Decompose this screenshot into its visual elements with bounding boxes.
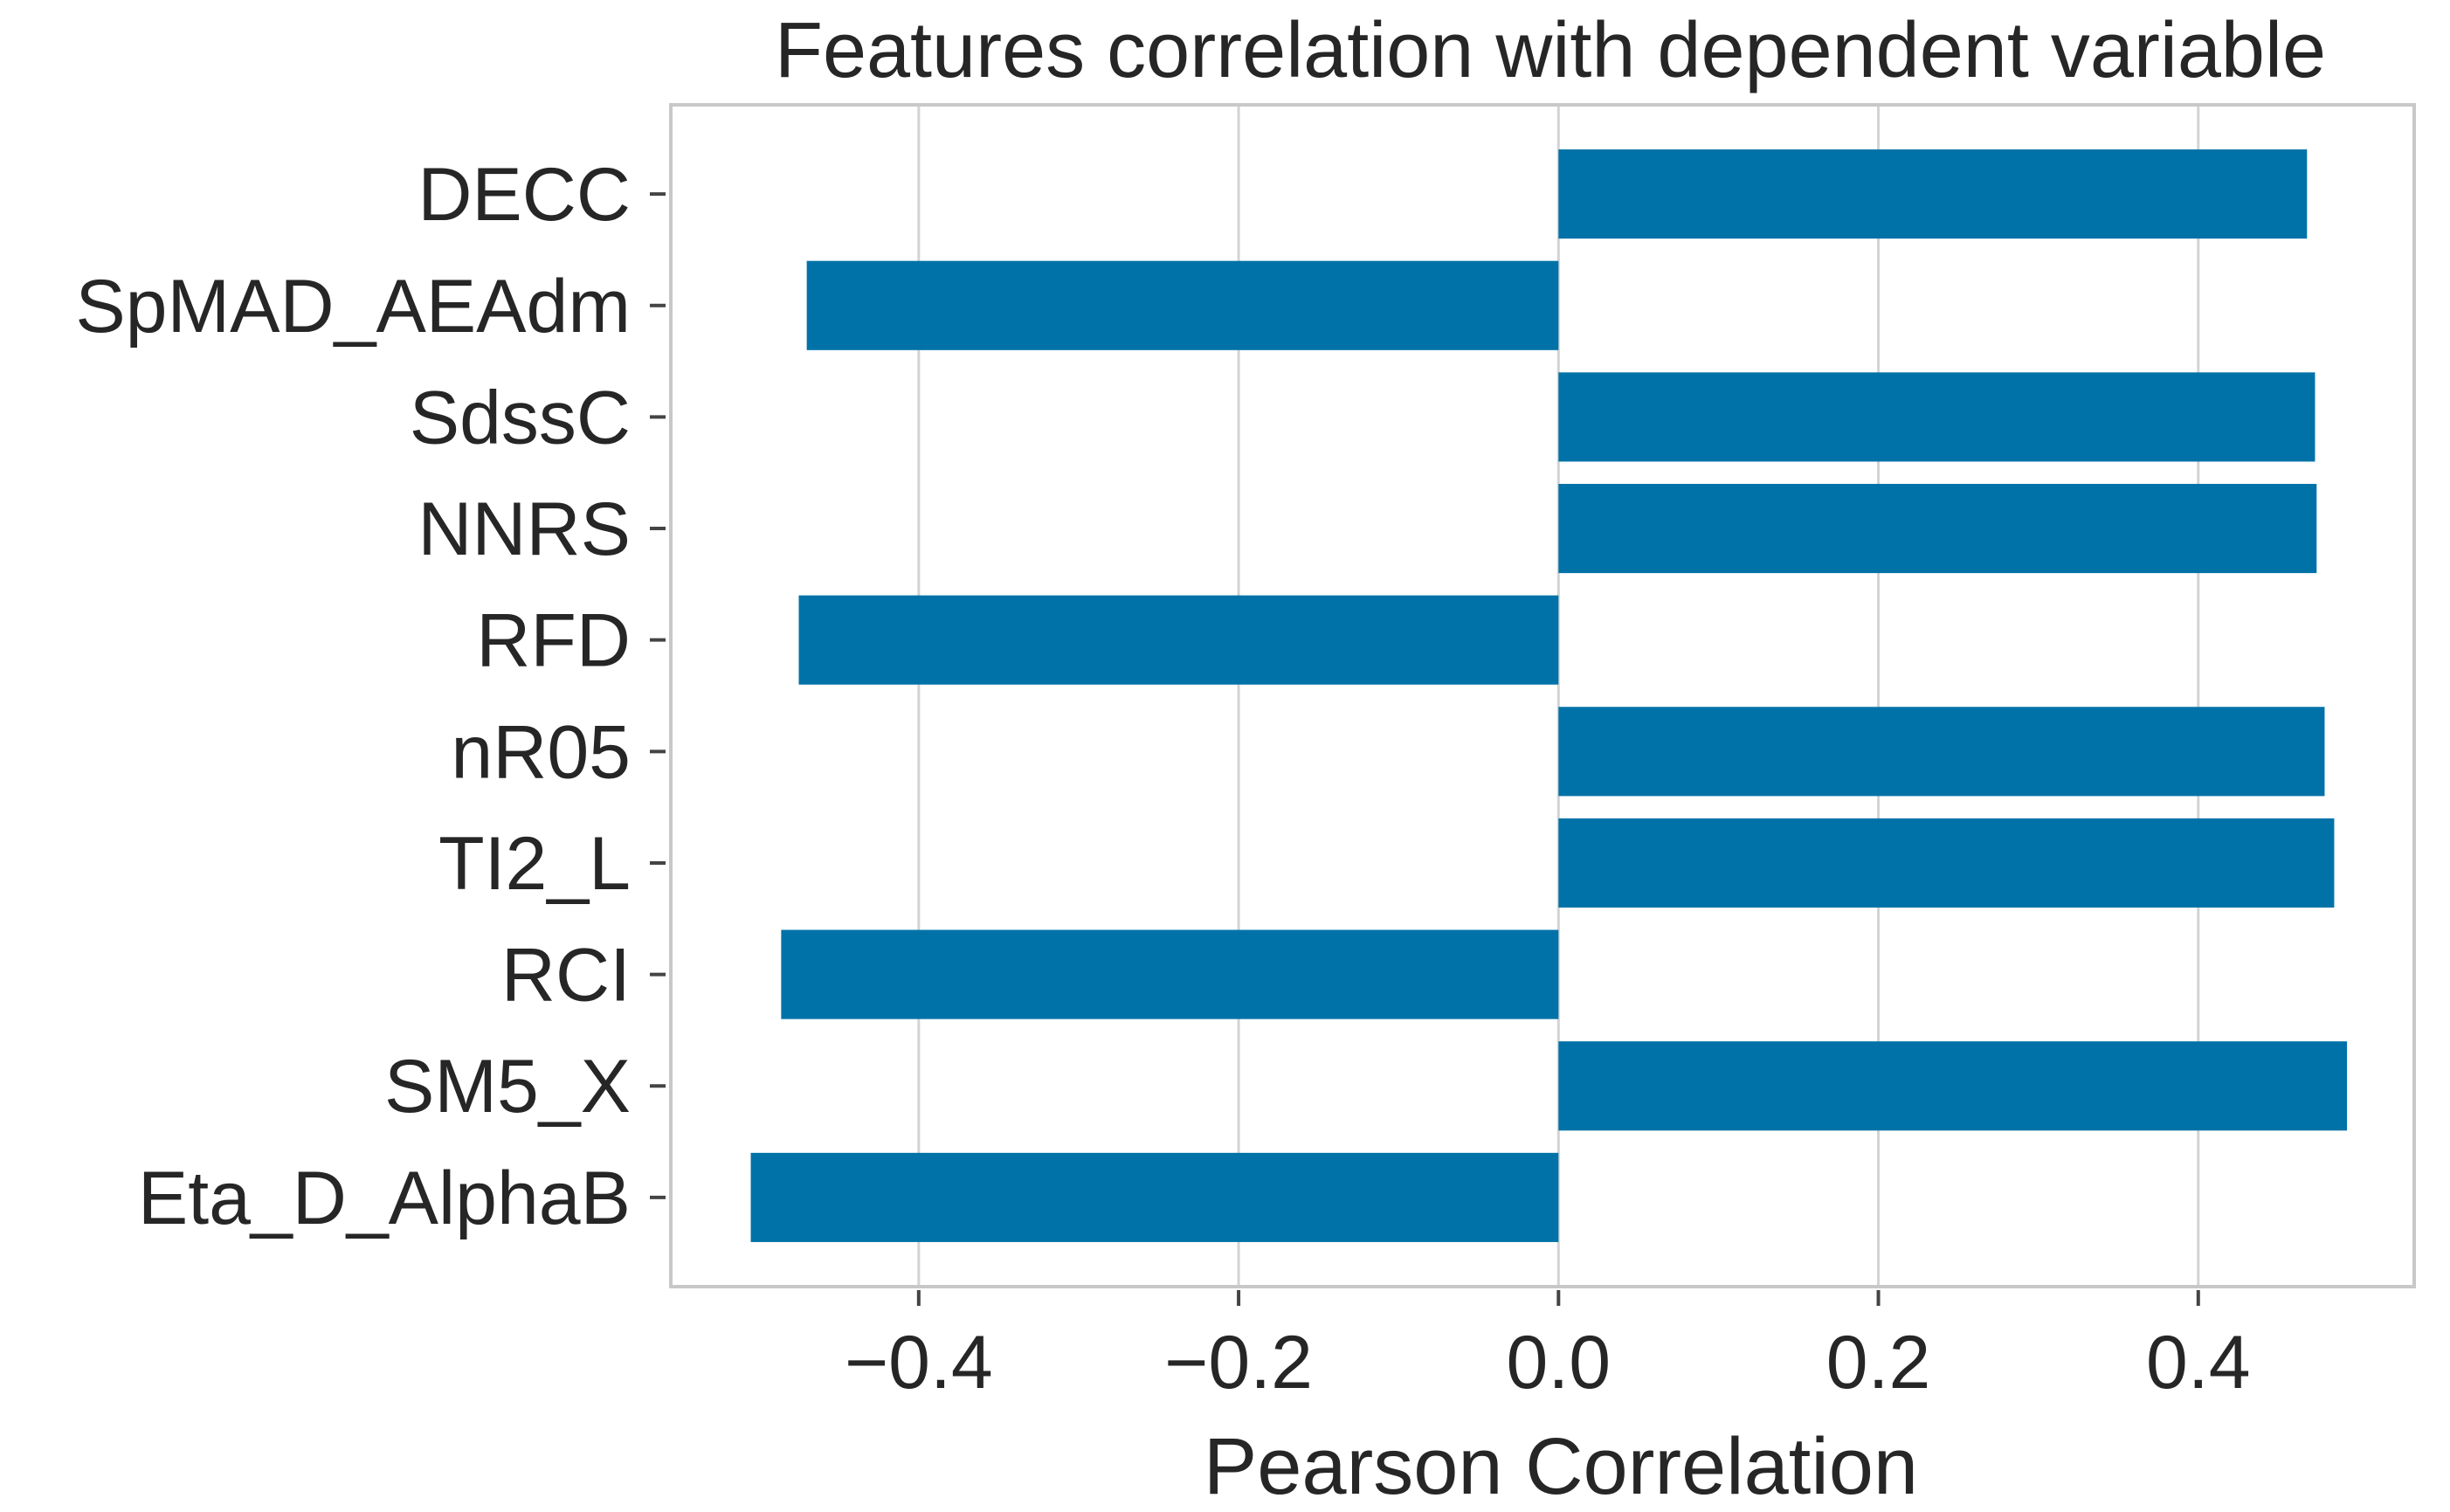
x-tick-label: 0.0 [1507,1321,1611,1405]
bar-eta_d_alphab [750,1152,1559,1242]
x-axis-ticks: −0.4 −0.2 0.0 0.2 0.4 [845,1290,2251,1405]
y-tick-label: nR05 [451,710,631,794]
bar-rfd [798,595,1559,685]
y-axis-ticks: DECC SpMAD_AEAdm SdssC NNRS RFD nR05 TI2_L RCI S… [75,153,666,1240]
bar-spmad_aeadm [806,260,1559,350]
bar-rci [781,929,1559,1019]
bar-sdssc [1558,372,2315,462]
x-tick-label: 0.2 [1826,1321,1931,1405]
y-tick-label: NNRS [418,487,631,571]
bar-nnrs [1558,483,2317,574]
bar-ti2_l [1558,818,2335,908]
x-tick-label: −0.2 [1164,1321,1313,1405]
chart-title: Features correlation with dependent vari… [775,7,2326,94]
y-tick-label: RCI [501,934,631,1018]
bars [750,149,2348,1242]
y-tick-label: SM5_X [384,1045,631,1129]
y-tick-label: RFD [476,599,631,683]
y-tick-label: Eta_D_AlphaB [138,1156,631,1240]
x-tick-label: −0.4 [845,1321,993,1405]
x-tick-label: 0.4 [2146,1321,2251,1405]
y-tick-label: TI2_L [438,822,631,906]
bar-sm5_x [1558,1041,2348,1131]
bar-decc [1558,149,2308,239]
plot-area-frame [669,103,2416,1288]
y-tick-label: SpMAD_AEAdm [75,265,631,349]
y-tick-label: DECC [418,153,631,237]
y-tick-label: SdssC [410,376,631,459]
bar-nr05 [1558,707,2325,797]
x-axis-label: Pearson Correlation [1204,1422,1918,1511]
